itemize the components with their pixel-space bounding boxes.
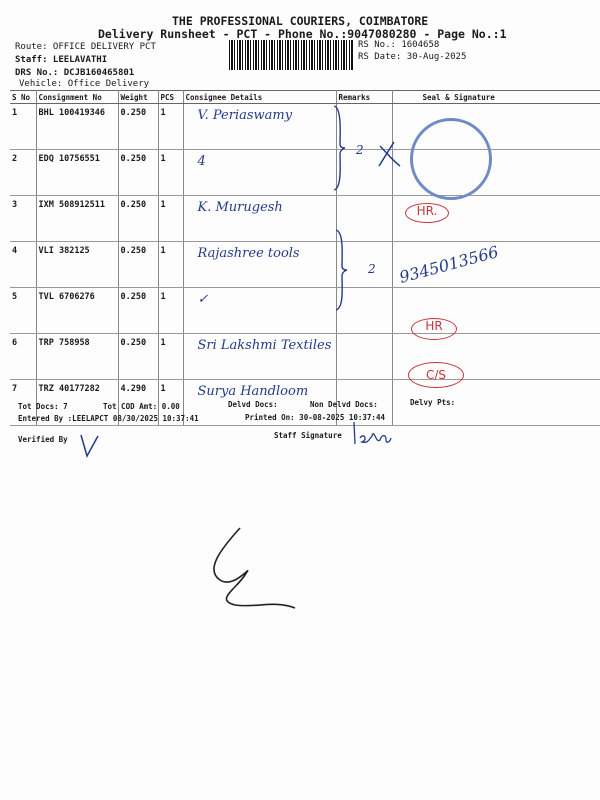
- consignment-number: TRZ 40177282: [36, 379, 119, 426]
- verified-by-label: Verified By: [18, 435, 68, 444]
- consignee-details: 4: [183, 149, 337, 196]
- company-name: THE PROFESSIONAL COURIERS, COIMBATORE: [172, 14, 429, 28]
- staff-signature: [353, 421, 392, 445]
- staff: Staff: LEELAVATHI: [15, 55, 108, 65]
- pieces: 1: [158, 195, 184, 242]
- verifier-signature: [80, 434, 99, 458]
- consignment-number: TVL 6706276: [36, 287, 119, 334]
- consignment-number: VLI 382125: [36, 241, 119, 288]
- header-consignment: Consignment No: [36, 90, 119, 104]
- runsheet-title: Delivery Runsheet - PCT - Phone No.:9047…: [98, 27, 507, 41]
- remarks: [336, 287, 393, 334]
- pieces: 1: [158, 287, 184, 334]
- pieces: 1: [158, 333, 184, 380]
- header-weight: Weight: [118, 90, 159, 104]
- pieces: 1: [158, 241, 184, 288]
- remark-handwritten: 2: [356, 143, 364, 157]
- remark-oval: HR: [411, 318, 457, 340]
- remarks: [336, 149, 393, 196]
- remark-oval: HR.: [405, 203, 449, 223]
- drs-number: DRS No.: DCJB160465801: [15, 68, 135, 78]
- consignment-number: EDQ 10756551: [36, 149, 119, 196]
- consignment-number: BHL 100419346: [36, 103, 119, 150]
- printed-on: Printed On: 30-08-2025 10:37:44: [245, 413, 385, 422]
- brace-icon: [333, 105, 346, 191]
- table-row: 4 VLI 382125 0.250 1 Rajashree tools: [10, 241, 600, 288]
- serial-number: 6: [10, 333, 37, 380]
- seal-signature: [392, 241, 600, 288]
- consignment-table: S No Consignment No Weight PCS Consignee…: [10, 90, 600, 426]
- table-row: 3 IXM 508912511 0.250 1 K. Murugesh: [10, 195, 600, 242]
- consignee-details: K. Murugesh: [183, 195, 337, 242]
- rs-number: RS No.: 1604658: [358, 40, 440, 50]
- serial-number: 1: [10, 103, 37, 150]
- serial-number: 5: [10, 287, 37, 334]
- weight: 0.250: [118, 333, 159, 380]
- consignee-details: Sri Lakshmi Textiles: [183, 333, 337, 380]
- header-remarks: Remarks: [336, 90, 393, 104]
- delivered-docs: Delvd Docs:: [228, 400, 278, 409]
- consignee-details: ✓: [183, 287, 337, 334]
- total-docs: Tot Docs: 7: [18, 402, 68, 411]
- total-cod: Tot COD Amt: 0.00: [103, 402, 180, 411]
- remarks: [336, 333, 393, 380]
- weight: 0.250: [118, 103, 159, 150]
- weight: 0.250: [118, 195, 159, 242]
- barcode: [229, 40, 354, 70]
- pieces: 1: [158, 103, 184, 150]
- header-pcs: PCS: [158, 90, 184, 104]
- consignee-details: Surya Handloom: [183, 379, 337, 426]
- weight: 4.290: [118, 379, 159, 426]
- entered-by: Entered By :LEELAPCT 08/30/2025 10:37:41: [18, 414, 199, 423]
- pieces: 1: [158, 149, 184, 196]
- table-row: 1 BHL 100419346 0.250 1 V. Periaswamy: [10, 103, 600, 150]
- table-row: 2 EDQ 10756551 0.250 1 4: [10, 149, 600, 196]
- delivery-points: Delvy Pts:: [410, 398, 456, 407]
- vehicle: Vehicle: Office Delivery: [19, 79, 150, 89]
- remarks: [336, 103, 393, 150]
- serial-number: 7: [10, 379, 37, 426]
- consignment-number: TRP 758958: [36, 333, 119, 380]
- serial-number: 2: [10, 149, 37, 196]
- signature-mark: [378, 141, 401, 167]
- remarks: [336, 379, 393, 426]
- header-consignee: Consignee Details: [183, 90, 337, 104]
- header-sno: S No: [10, 90, 37, 104]
- company-seal: [410, 118, 492, 200]
- remark-oval: C/S: [408, 362, 464, 388]
- table-row: 6 TRP 758958 0.250 1 Sri Lakshmi Textiles: [10, 333, 600, 380]
- rs-date: RS Date: 30-Aug-2025: [358, 52, 467, 62]
- remarks: [336, 195, 393, 242]
- remarks: [336, 241, 393, 288]
- brace-icon: [335, 229, 348, 311]
- weight: 0.250: [118, 241, 159, 288]
- serial-number: 3: [10, 195, 37, 242]
- weight: 0.250: [118, 287, 159, 334]
- consignment-number: IXM 508912511: [36, 195, 119, 242]
- weight: 0.250: [118, 149, 159, 196]
- staff-signature-label: Staff Signature: [274, 431, 342, 440]
- route: Route: OFFICE DELIVERY PCT: [15, 42, 156, 52]
- non-delivered-docs: Non Delvd Docs:: [310, 400, 378, 409]
- consignee-details: V. Periaswamy: [183, 103, 337, 150]
- pieces: 1: [158, 379, 184, 426]
- consignee-details: Rajashree tools: [183, 241, 337, 288]
- handwritten-signature: [213, 527, 296, 609]
- serial-number: 4: [10, 241, 37, 288]
- remark-handwritten: 2: [368, 262, 376, 276]
- table-row: 5 TVL 6706276 0.250 1 ✓: [10, 287, 600, 334]
- header-seal: Seal & Signature: [392, 90, 600, 104]
